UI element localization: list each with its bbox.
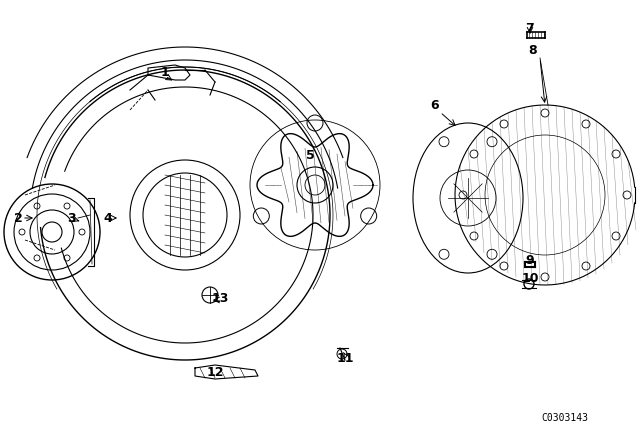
Text: 6: 6 (431, 99, 439, 112)
Text: 11: 11 (336, 352, 354, 365)
Text: 4: 4 (104, 211, 113, 224)
Circle shape (34, 255, 40, 261)
Text: 7: 7 (525, 22, 534, 34)
Circle shape (64, 203, 70, 209)
Text: 8: 8 (529, 43, 538, 56)
Text: 9: 9 (525, 254, 534, 267)
Circle shape (64, 255, 70, 261)
Circle shape (79, 229, 85, 235)
Text: 2: 2 (13, 211, 22, 224)
Text: 13: 13 (211, 292, 228, 305)
Circle shape (297, 167, 333, 203)
Circle shape (34, 203, 40, 209)
Text: C0303143: C0303143 (541, 413, 589, 423)
Text: 12: 12 (206, 366, 224, 379)
Text: 10: 10 (521, 271, 539, 284)
Text: 5: 5 (306, 148, 314, 161)
Circle shape (19, 229, 25, 235)
Text: 3: 3 (68, 211, 76, 224)
Text: 1: 1 (161, 65, 170, 78)
